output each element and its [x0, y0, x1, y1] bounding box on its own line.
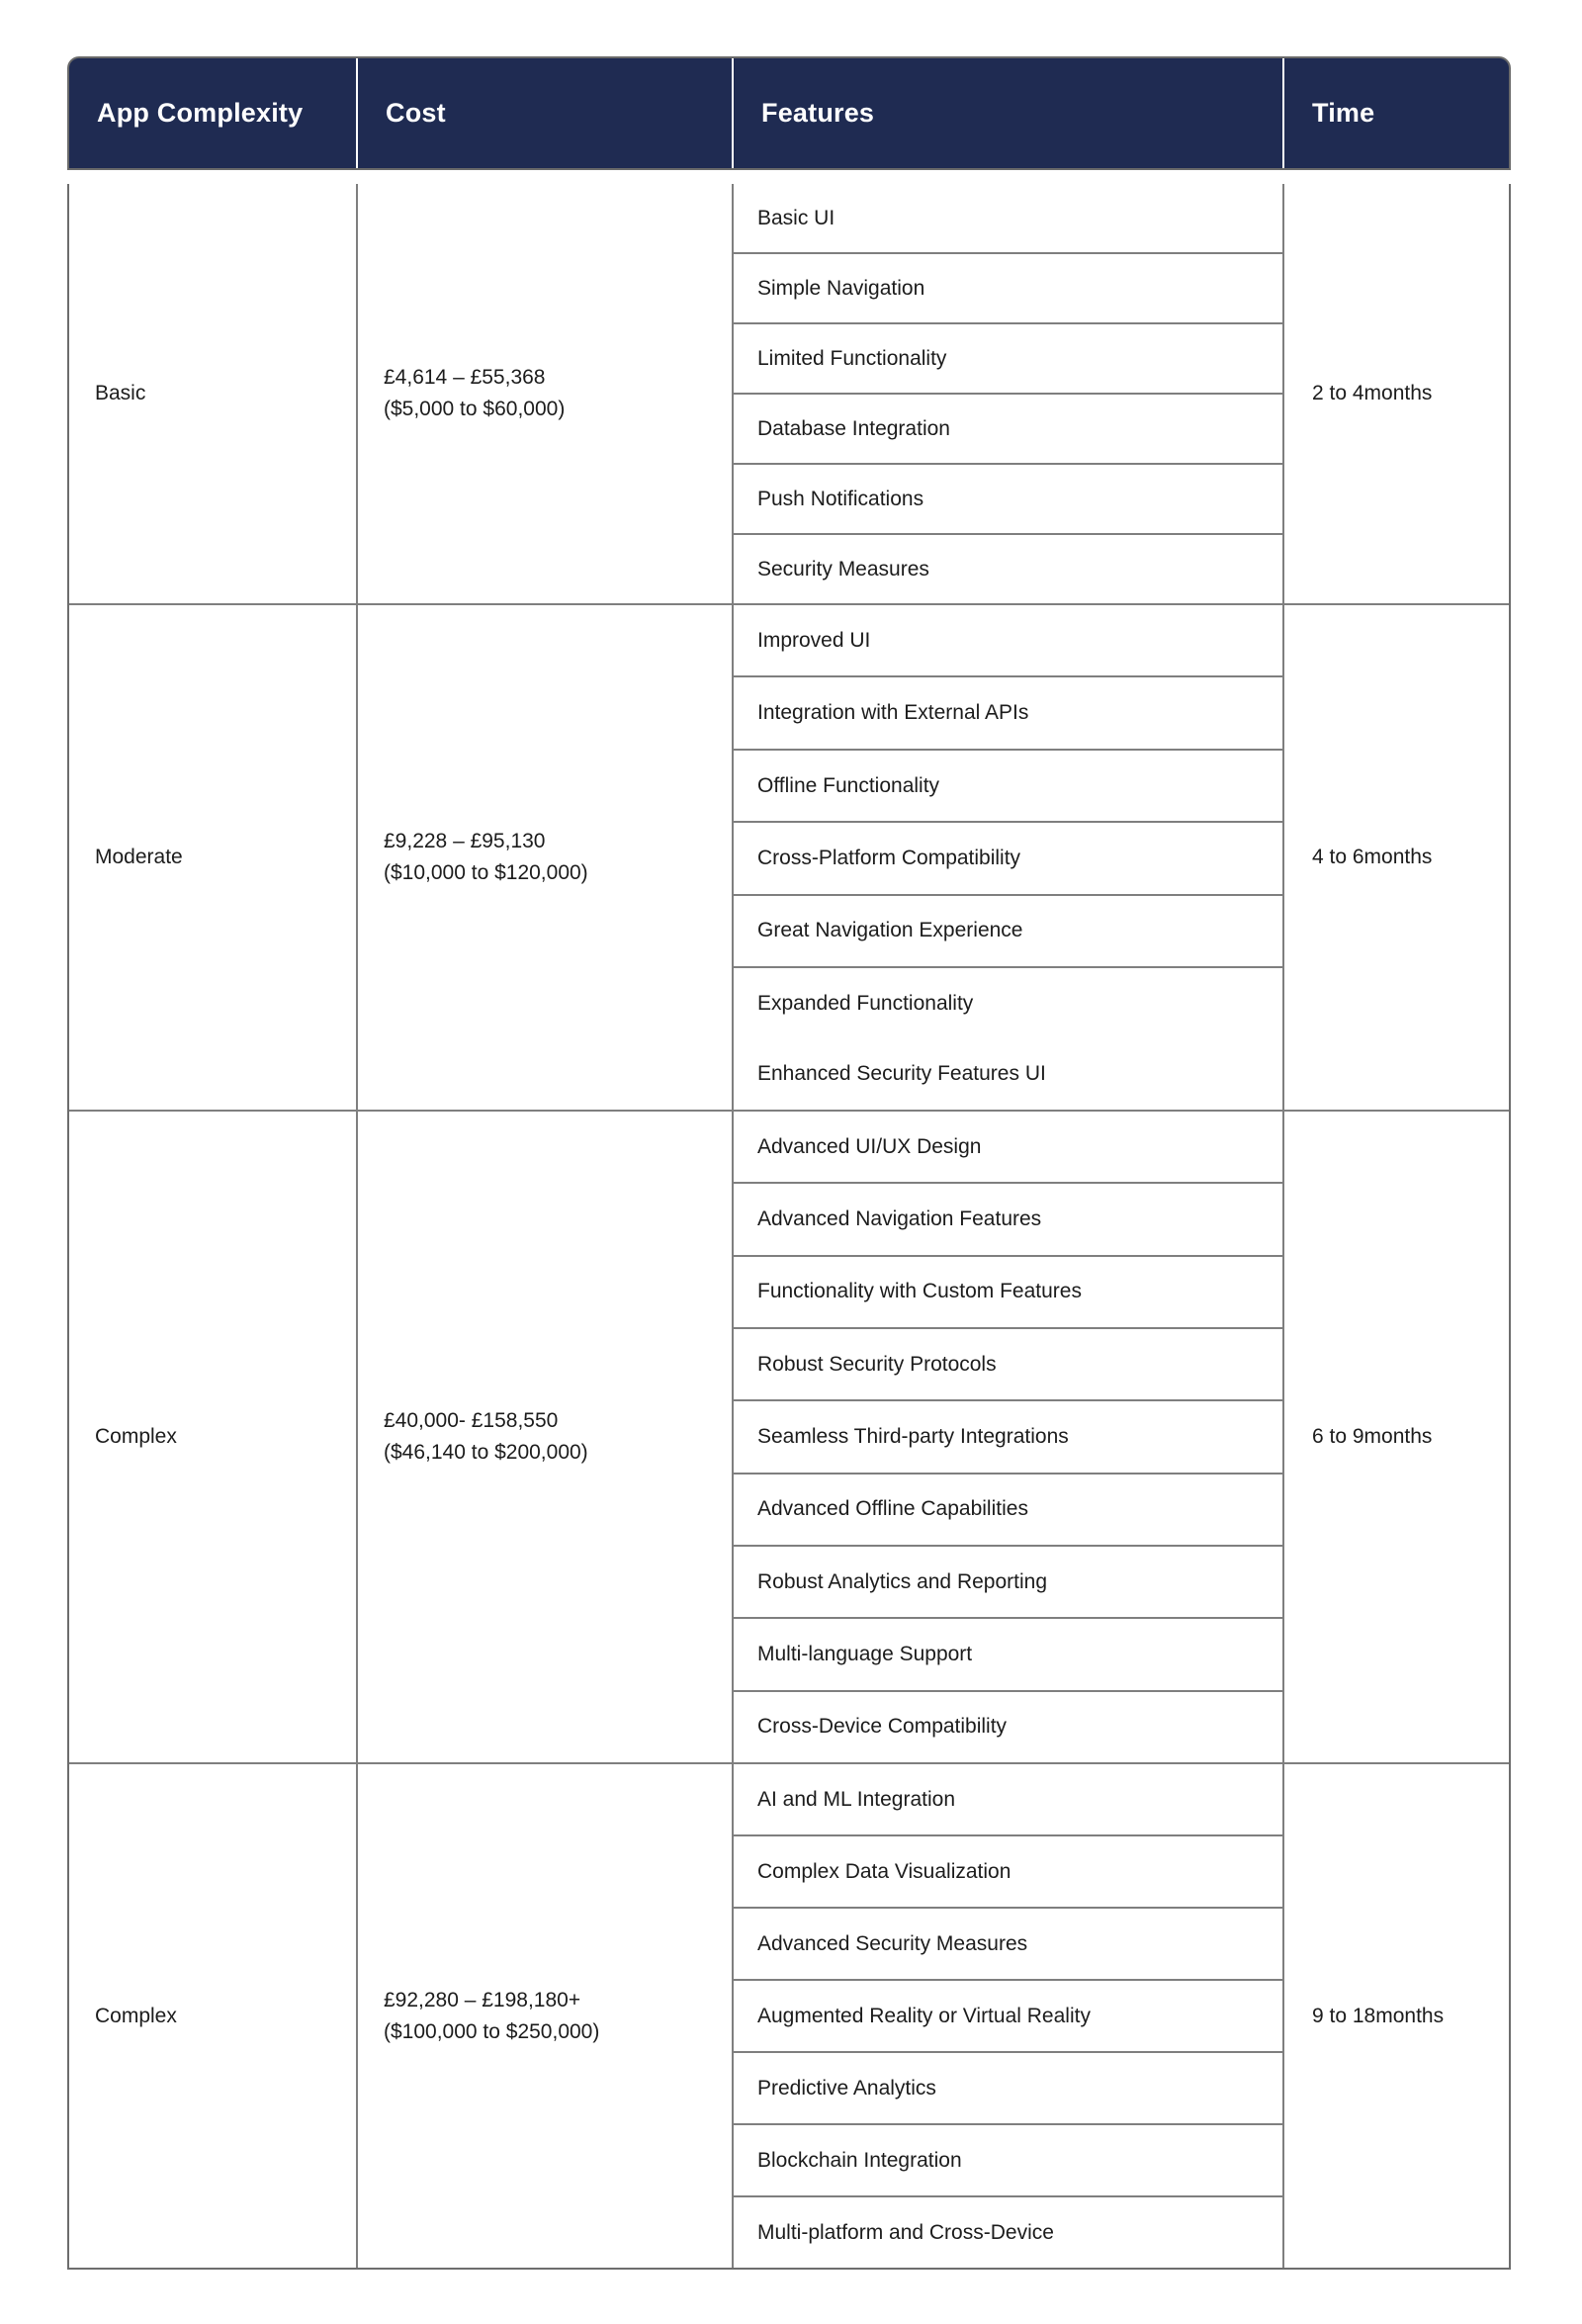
feature-item: Seamless Third-party Integrations [734, 1399, 1282, 1472]
cost-cell: £9,228 – £95,130 ($10,000 to $120,000) [356, 605, 732, 1110]
time-cell: 2 to 4months [1282, 184, 1509, 603]
feature-item: Functionality with Custom Features [734, 1254, 1282, 1327]
table-row-complex-4: Complex £92,280 – £198,180+ ($100,000 to $… [69, 1762, 1509, 2268]
cost-line-usd: ($5,000 to $60,000) [384, 398, 566, 420]
time-cell: 4 to 6months [1282, 605, 1509, 1110]
feature-item: Enhanced Security Features UI [757, 1062, 1046, 1086]
column-header-time: Time [1282, 58, 1509, 168]
feature-item: Offline Functionality [734, 748, 1282, 821]
feature-item: Advanced UI/UX Design [757, 1134, 982, 1158]
feature-item: Multi-platform and Cross-Device [734, 2195, 1282, 2268]
app-cost-table: App Complexity Cost Features Time Basic £… [67, 56, 1511, 2270]
feature-item: Augmented Reality or Virtual Reality [734, 1979, 1282, 2051]
cost-line-usd: ($10,000 to $120,000) [384, 861, 588, 884]
complexity-cell: Moderate [95, 846, 183, 868]
features-cell: Basic UI Simple Navigation Limited Functio… [732, 184, 1282, 603]
table-header-row: App Complexity Cost Features Time [67, 56, 1511, 170]
cost-line-gbp: £9,228 – £95,130 [384, 830, 546, 852]
table-body: Basic £4,614 – £55,368 ($5,000 to $60,000)… [67, 184, 1511, 2270]
cost-cell: £40,000- £158,550 ($46,140 to $200,000) [356, 1112, 732, 1762]
feature-item: Security Measures [734, 533, 1282, 603]
feature-item: Blockchain Integration [734, 2123, 1282, 2195]
feature-item: Basic UI [757, 206, 835, 229]
features-cell: AI and ML Integration Complex Data Visual… [732, 1764, 1282, 2268]
feature-item: Integration with External APIs [734, 675, 1282, 748]
complexity-cell: Complex [95, 2004, 177, 2027]
feature-item: Robust Analytics and Reporting [734, 1544, 1282, 1617]
cost-line-gbp: £4,614 – £55,368 [384, 366, 546, 389]
feature-item: Limited Functionality [734, 322, 1282, 393]
feature-item: Multi-language Support [734, 1617, 1282, 1689]
time-cell: 6 to 9months [1282, 1112, 1509, 1762]
feature-item: AI and ML Integration [757, 1787, 956, 1811]
feature-item: Simple Navigation [734, 252, 1282, 322]
complexity-cell: Complex [95, 1425, 177, 1448]
complexity-cell: Basic [95, 382, 146, 404]
column-header-cost: Cost [356, 58, 732, 168]
feature-item: Advanced Navigation Features [734, 1182, 1282, 1254]
table-row-complex-3: Complex £40,000- £158,550 ($46,140 to $200… [69, 1110, 1509, 1762]
column-header-features: Features [732, 58, 1282, 168]
feature-item: Expanded Functionality [734, 966, 1282, 1038]
table-row-moderate-2: Moderate £9,228 – £95,130 ($10,000 to $120… [69, 603, 1509, 1110]
feature-item: Advanced Offline Capabilities [734, 1472, 1282, 1545]
table-row-basic-1: Basic £4,614 – £55,368 ($5,000 to $60,000)… [69, 184, 1509, 603]
cost-line-usd: ($100,000 to $250,000) [384, 2019, 600, 2043]
feature-item: Improved UI [757, 628, 871, 652]
feature-item: Advanced Security Measures [734, 1907, 1282, 1979]
feature-item: Great Navigation Experience [734, 893, 1282, 966]
cost-cell: £92,280 – £198,180+ ($100,000 to $250,000… [356, 1764, 732, 2268]
column-header-app-complexity: App Complexity [97, 98, 304, 128]
cost-cell: £4,614 – £55,368 ($5,000 to $60,000) [356, 184, 732, 603]
cost-line-gbp: £40,000- £158,550 [384, 1409, 559, 1432]
feature-item: Cross-Platform Compatibility [734, 821, 1282, 893]
time-cell: 9 to 18months [1282, 1764, 1509, 2268]
feature-item: Predictive Analytics [734, 2051, 1282, 2123]
feature-item: Push Notifications [734, 463, 1282, 533]
feature-item: Database Integration [734, 393, 1282, 463]
feature-item: Complex Data Visualization [734, 1834, 1282, 1907]
cost-line-gbp: £92,280 – £198,180+ [384, 1988, 581, 2011]
features-cell: Improved UI Integration with External API… [732, 605, 1282, 1110]
features-cell: Advanced UI/UX Design Advanced Navigation… [732, 1112, 1282, 1762]
feature-item: Cross-Device Compatibility [734, 1689, 1282, 1762]
feature-item: Robust Security Protocols [734, 1326, 1282, 1399]
cost-line-usd: ($46,140 to $200,000) [384, 1441, 588, 1464]
